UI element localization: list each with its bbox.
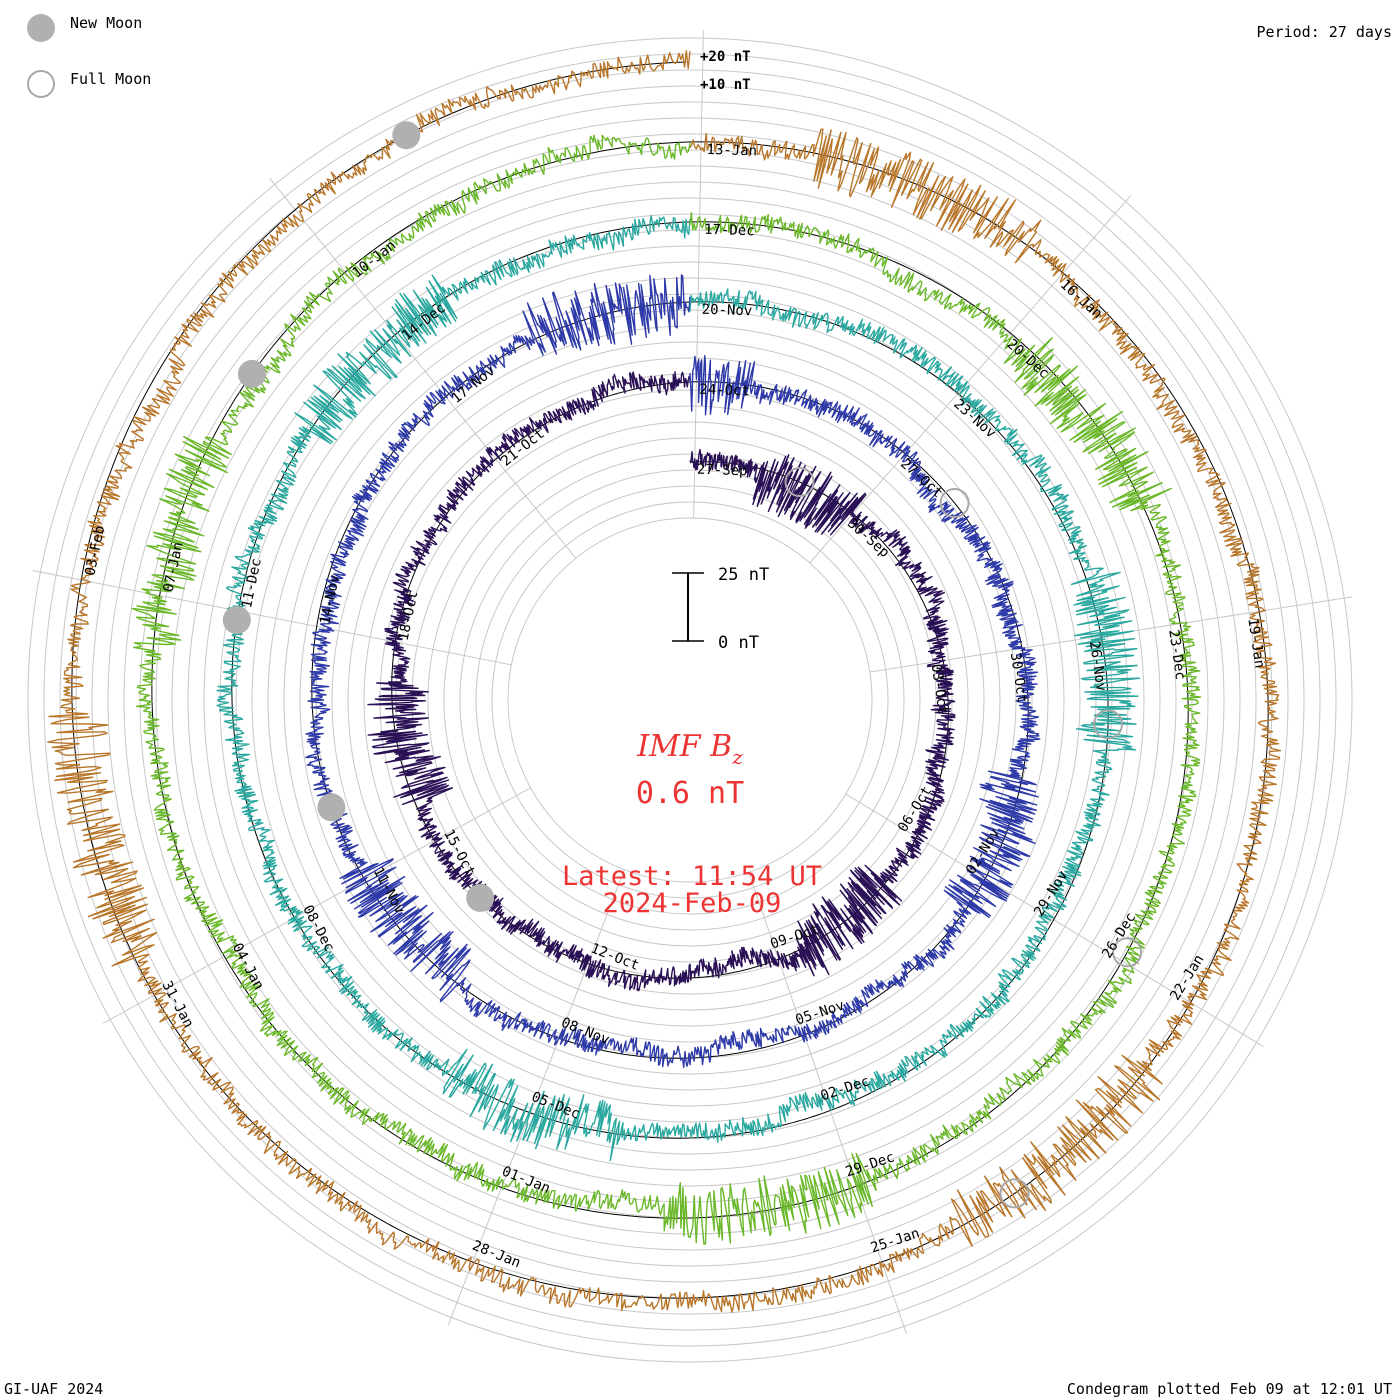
scale-label-plus10: +10 nT [700, 77, 751, 93]
date-tick-label: 23-Dec [1165, 629, 1188, 681]
grid-ring [155, 165, 1225, 1235]
grid-ring [59, 69, 1321, 1331]
new-moon-marker [392, 121, 421, 150]
grid-ring [27, 37, 1353, 1363]
date-tick-label: 19-Jan [1244, 617, 1267, 669]
bz-trace-series-1 [367, 371, 956, 992]
date-tick-label: 17-Dec [704, 222, 755, 239]
center-readout: IMF Bz 0.6 nT Latest: 11:54 UT 2024-Feb-… [562, 729, 822, 919]
full-moon-marker [1093, 709, 1123, 740]
date-tick-label: 02-Dec [819, 1073, 872, 1104]
grid-ring [139, 149, 1241, 1251]
current-value: 0.6 nT [636, 776, 744, 811]
date-tick-label: 27-Oct [897, 456, 945, 502]
full-moon-marker [999, 1178, 1030, 1209]
grid-spoke [32, 569, 512, 666]
grid-ring [235, 245, 1145, 1155]
grid-ring [123, 133, 1257, 1267]
new-moon-legend-label: New Moon [70, 14, 143, 32]
grid-spoke [693, 30, 704, 519]
grid-spoke [269, 177, 577, 559]
date-tick-label: 03-Feb [82, 524, 108, 577]
bz-trace-series-5 [47, 50, 1282, 1313]
latest-date: 2024-Feb-09 [603, 888, 782, 919]
period-label: Period: 27 days [1256, 23, 1392, 41]
new-moon-marker [466, 883, 495, 912]
full-moon-legend-label: Full Moon [70, 70, 152, 88]
grid-ring [203, 213, 1177, 1187]
grid-spoke [447, 869, 625, 1326]
full-moon-marker [784, 467, 815, 497]
bz-trace-series-3 [216, 215, 1141, 1162]
new-moon-marker [317, 793, 346, 822]
grid-spoke [809, 195, 1132, 564]
date-tick-label: 07-Jan [161, 541, 187, 594]
bz-trace-series-2 [305, 274, 1041, 1069]
scale-bar-top-label: 25 nT [718, 565, 769, 585]
date-tick-label: 14-Nov [317, 573, 343, 626]
date-tick-label: 13-Jan [706, 142, 757, 159]
date-tick-labels: 27-Sep30-Sep03-Oct06-Oct09-Oct12-Oct15-O… [82, 142, 1267, 1271]
center-title-subscript: z [731, 745, 743, 769]
grid-spoke [845, 793, 1264, 1047]
full-moon-marker [939, 488, 970, 518]
plotted-timestamp: Condegram plotted Feb 09 at 12:01 UT [1066, 1380, 1392, 1398]
credit-label: GI-UAF 2024 [4, 1380, 104, 1398]
bz-trace-series-4 [131, 134, 1202, 1246]
new-moon-legend-icon [27, 14, 55, 42]
scale-bar: 25 nT 0 nT [672, 565, 769, 653]
grid-ring [507, 517, 873, 883]
grid-spoke [102, 787, 531, 1024]
grid-ring [43, 53, 1337, 1347]
new-moon-marker [237, 359, 266, 388]
date-tick-label: 12-Oct [588, 940, 641, 974]
grid-ring [459, 469, 921, 931]
date-tick-label: 24-Oct [699, 382, 750, 399]
date-tick-label: 10-Jan [350, 237, 400, 281]
center-title: IMF Bz [636, 729, 743, 769]
scale-label-plus20: +20 nT [700, 49, 751, 65]
new-moon-marker [222, 606, 251, 635]
grid-ring [107, 117, 1273, 1283]
grid-ring [75, 85, 1305, 1315]
grid-ring [283, 293, 1097, 1107]
grid-ring [347, 357, 1033, 1043]
full-moon-marker [1112, 937, 1143, 968]
grid-ring [491, 501, 889, 899]
scale-bar-bottom-label: 0 nT [718, 633, 759, 653]
grid-ring [443, 453, 937, 947]
date-tick-label: 03-Oct [928, 663, 951, 715]
date-tick-label: 26-Nov [1086, 640, 1109, 692]
full-moon-legend-icon [27, 70, 55, 98]
bz-traces [47, 50, 1282, 1313]
date-tick-label: 16-Jan [1057, 277, 1105, 323]
date-tick-label: 30-Oct [1007, 652, 1030, 704]
latest-time: Latest: 11:54 UT [562, 861, 822, 892]
date-tick-label: 11-Nov [370, 865, 408, 917]
date-tick-label: 27-Sep [697, 462, 748, 479]
date-tick-label: 31-Jan [158, 978, 196, 1030]
grid-ring [475, 485, 905, 915]
date-tick-label: 20-Nov [701, 302, 752, 319]
moon-phase-markers [222, 121, 1143, 1209]
polar-grid [27, 30, 1353, 1363]
